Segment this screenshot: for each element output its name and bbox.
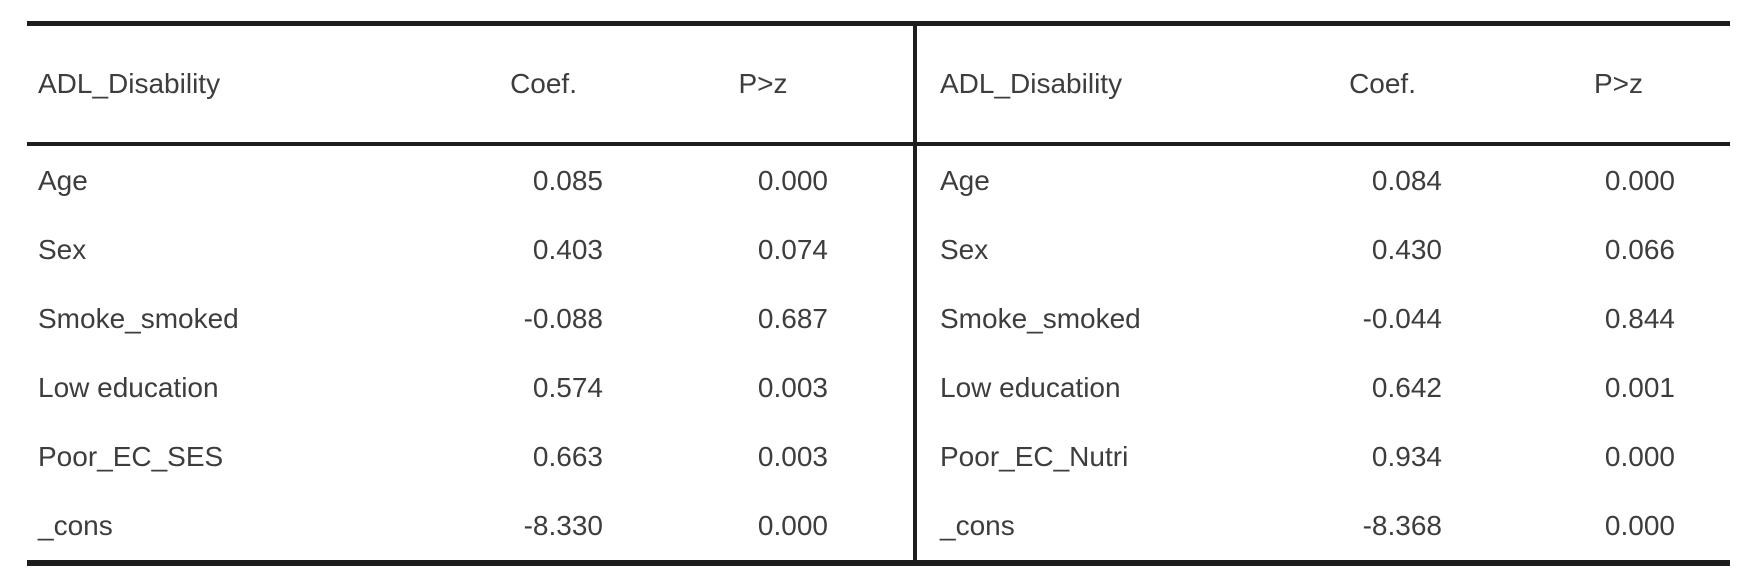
row-label: _cons	[38, 509, 113, 541]
coef-value: 0.085	[532, 164, 603, 196]
table-row: Smoke_smoked -0.088 0.687	[27, 284, 913, 353]
column-header-coef: Coef.	[1349, 68, 1416, 99]
coef-value: 0.403	[532, 233, 603, 265]
table-row: Sex 0.430 0.066	[917, 215, 1730, 284]
table-row: _cons -8.330 0.000	[27, 491, 913, 560]
regression-panel-left: ADL_Disability Coef. P>z Age 0.085 0.000…	[27, 26, 913, 560]
p-value: 0.000	[1604, 440, 1675, 472]
p-value: 0.000	[1604, 164, 1675, 196]
p-value: 0.001	[1604, 371, 1675, 403]
p-value: 0.000	[757, 509, 828, 541]
header-row: ADL_Disability Coef. P>z	[27, 26, 913, 146]
vertical-divider	[913, 26, 917, 560]
column-header-variable: ADL_Disability	[38, 68, 221, 99]
column-header-pvalue: P>z	[738, 68, 788, 99]
table-row: _cons -8.368 0.000	[917, 491, 1730, 560]
row-label: Sex	[38, 233, 87, 265]
table-row: Sex 0.403 0.074	[27, 215, 913, 284]
coef-value: 0.084	[1371, 164, 1442, 196]
row-label: Low education	[940, 371, 1121, 403]
p-value: 0.074	[757, 233, 828, 265]
regression-results-table: ADL_Disability Coef. P>z Age 0.085 0.000…	[27, 21, 1730, 566]
p-value: 0.000	[1604, 509, 1675, 541]
row-label: Poor_EC_Nutri	[940, 440, 1129, 472]
p-value: 0.066	[1604, 233, 1675, 265]
coef-value: -0.088	[523, 302, 603, 334]
header-row: ADL_Disability Coef. P>z	[917, 26, 1730, 146]
p-value: 0.000	[757, 164, 828, 196]
regression-panel-right: ADL_Disability Coef. P>z Age 0.084 0.000…	[917, 26, 1730, 560]
row-label: Age	[940, 164, 990, 196]
table-row: Low education 0.642 0.001	[917, 353, 1730, 422]
coef-value: 0.430	[1371, 233, 1442, 265]
p-value: 0.003	[757, 371, 828, 403]
row-label: Sex	[940, 233, 989, 265]
p-value: 0.844	[1604, 302, 1675, 334]
column-header-pvalue: P>z	[1593, 68, 1644, 99]
coef-value: 0.642	[1371, 371, 1442, 403]
coef-value: -0.044	[1362, 302, 1442, 334]
table-row: Age 0.084 0.000	[917, 146, 1730, 215]
table-row: Low education 0.574 0.003	[27, 353, 913, 422]
row-label: _cons	[940, 509, 1015, 541]
row-label: Age	[38, 164, 88, 196]
column-header-coef: Coef.	[510, 68, 577, 99]
table-row: Poor_EC_SES 0.663 0.003	[27, 422, 913, 491]
coef-value: 0.574	[532, 371, 603, 403]
table-row: Poor_EC_Nutri 0.934 0.000	[917, 422, 1730, 491]
table-row: Age 0.085 0.000	[27, 146, 913, 215]
row-label: Smoke_smoked	[38, 302, 239, 334]
coef-value: -8.368	[1362, 509, 1442, 541]
row-label: Low education	[38, 371, 219, 403]
column-header-variable: ADL_Disability	[940, 68, 1123, 99]
coef-value: 0.934	[1371, 440, 1442, 472]
p-value: 0.687	[757, 302, 828, 334]
row-label: Poor_EC_SES	[38, 440, 224, 472]
coef-value: -8.330	[523, 509, 603, 541]
p-value: 0.003	[757, 440, 828, 472]
row-label: Smoke_smoked	[940, 302, 1141, 334]
table-row: Smoke_smoked -0.044 0.844	[917, 284, 1730, 353]
coef-value: 0.663	[532, 440, 603, 472]
